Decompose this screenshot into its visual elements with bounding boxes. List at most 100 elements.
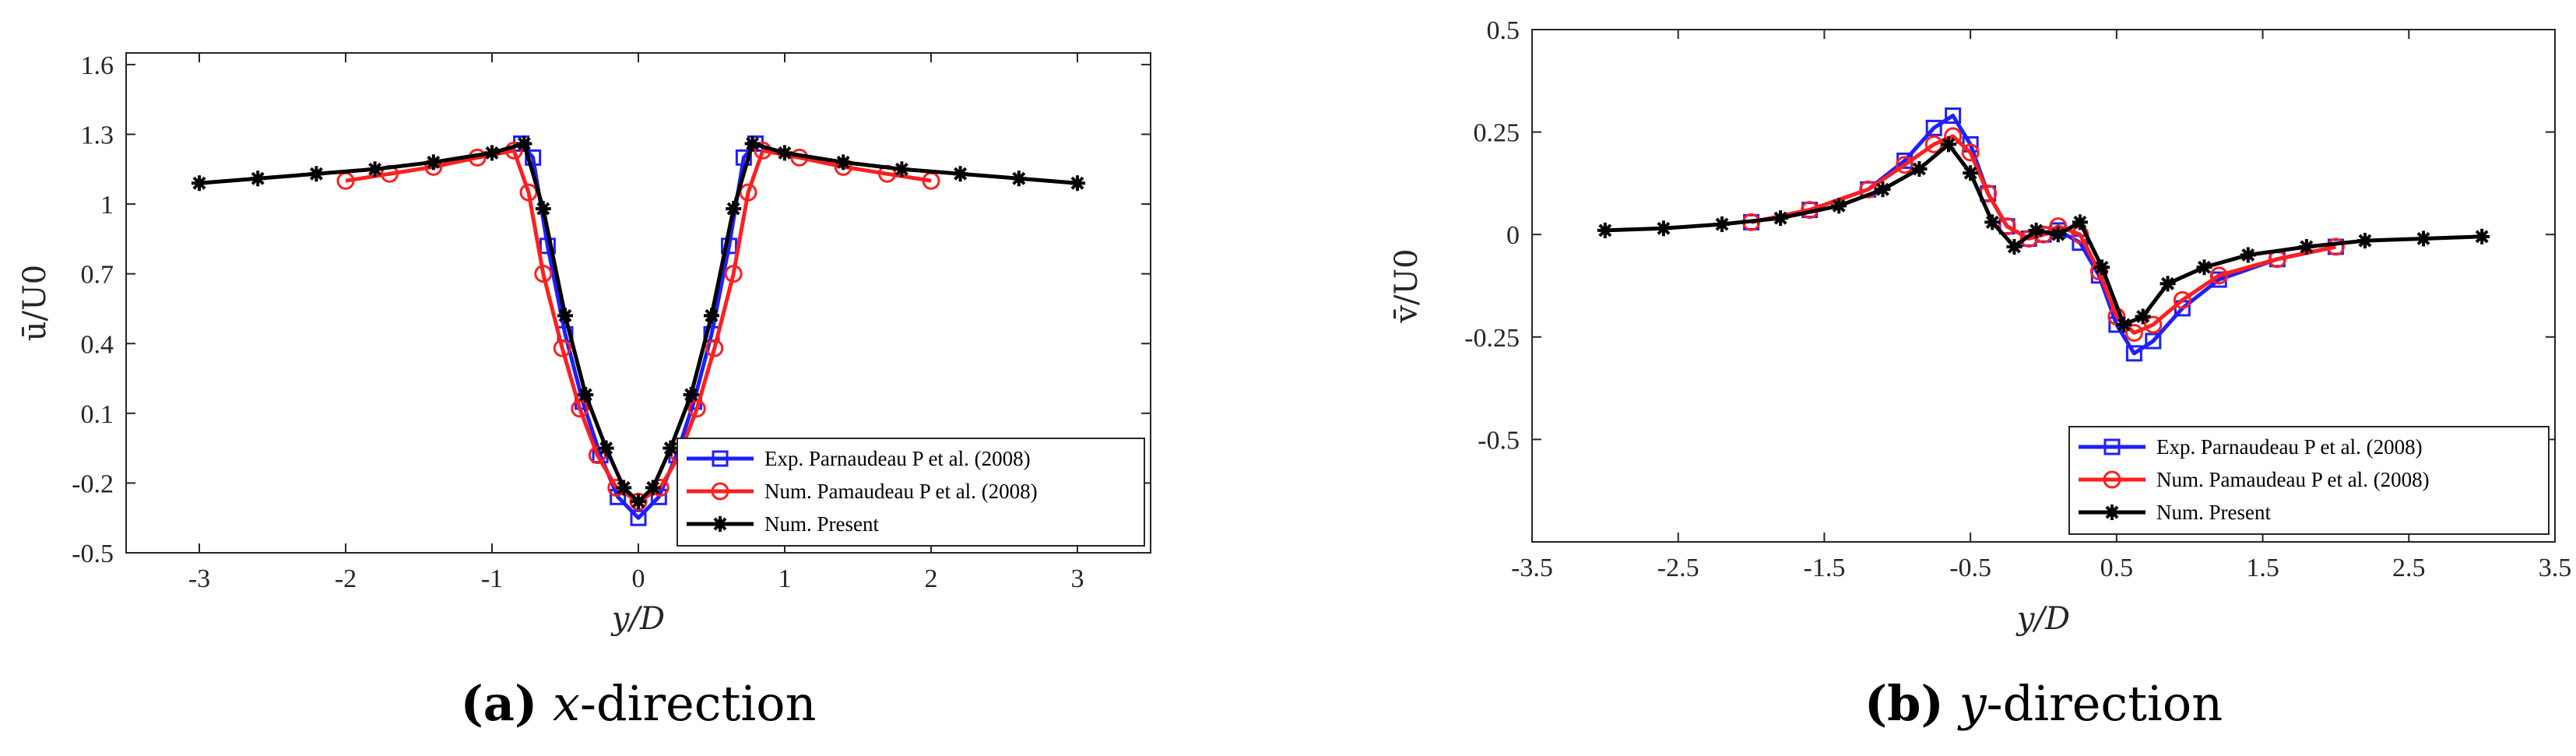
data-point: [2124, 324, 2143, 343]
x-axis-label: y/D: [2015, 601, 2070, 637]
data-point: [616, 480, 632, 496]
caption-b: (b) y-direction: [1864, 675, 2223, 732]
data-point: [1831, 198, 1847, 214]
data-point: [2326, 237, 2345, 256]
legend: Exp. Parnaudeau P et al. (2008) Num. Pama…: [677, 438, 1145, 547]
data-point: [534, 265, 553, 283]
x-tick-label: -0.5: [1949, 554, 1991, 582]
y-tick-label: -0.5: [1478, 426, 1520, 455]
data-point: [2094, 259, 2110, 276]
x-tick-label: 3.5: [2539, 554, 2572, 582]
data-point: [598, 440, 614, 456]
legend-label: Exp. Parnaudeau P et al. (2008): [2156, 435, 2423, 459]
data-point: [1070, 175, 1085, 192]
data-point: [952, 166, 968, 182]
y-tick-label: 0: [1506, 221, 1520, 250]
x-tick-label: -2: [335, 564, 357, 593]
x-tick-label: 0: [632, 564, 645, 593]
data-point: [535, 201, 551, 217]
legend-marker: [2103, 470, 2121, 489]
caption-b-text: -direction: [1987, 675, 2223, 732]
data-point: [724, 265, 743, 283]
y-tick-label: 0.7: [81, 261, 114, 290]
data-point: [1961, 143, 1980, 162]
caption-a-variable: x: [553, 675, 580, 732]
data-point: [557, 308, 573, 324]
caption-a-label: (a): [460, 675, 537, 732]
panel-a-chart: -3 -2 -1 0 1 2 3 -0.5-0.20.10.40.711.31.6 y/D …: [17, 51, 1151, 732]
legend-label: Num. Present: [2156, 501, 2271, 524]
legend-entry: Num. Pamaudeau P et al. (2008): [687, 480, 1038, 503]
data-point: [645, 480, 661, 496]
legend-marker: [712, 516, 728, 532]
data-point: [631, 494, 646, 510]
data-point: [2173, 290, 2191, 309]
data-point: [735, 149, 752, 166]
data-point: [2135, 308, 2151, 325]
data-point: [2209, 266, 2228, 285]
x-tick-label: 1.5: [2246, 554, 2279, 582]
legend: Exp. Parnaudeau P et al. (2008) Num. Pama…: [2068, 426, 2550, 535]
data-point: [192, 175, 207, 192]
data-point: [2240, 247, 2256, 263]
series-group: [1597, 107, 2490, 362]
y-tick-label: 1.6: [81, 51, 114, 80]
data-point: [1940, 136, 1956, 153]
data-point: [1010, 171, 1027, 187]
data-point: [250, 171, 266, 187]
caption-b-space: [1944, 675, 1959, 732]
legend-marker: [2104, 505, 2120, 520]
x-axis-label: y/D: [610, 601, 665, 637]
data-point: [553, 339, 571, 357]
data-point: [2028, 222, 2044, 238]
legend-marker: [712, 450, 729, 467]
y-tick-label: 0.25: [1474, 119, 1520, 148]
data-point: [2416, 230, 2432, 247]
series-line: [519, 142, 757, 520]
series-star: [192, 135, 1085, 510]
data-point: [1896, 156, 1914, 174]
legend-entry: Num. Present: [2079, 501, 2271, 524]
data-point: [1714, 216, 1731, 233]
data-point: [516, 135, 532, 152]
data-point: [2144, 315, 2163, 334]
data-point: [662, 440, 679, 456]
data-point: [630, 509, 647, 526]
data-point: [835, 154, 852, 171]
y-tick-label: -0.2: [72, 469, 114, 498]
data-point: [2160, 276, 2176, 292]
data-point: [739, 183, 757, 202]
data-point: [484, 145, 500, 161]
data-point: [1945, 107, 1962, 125]
caption-b-variable: y: [1957, 675, 1987, 732]
data-point: [777, 145, 792, 161]
data-point: [744, 135, 761, 152]
legend-label: Num. Pamaudeau P et al. (2008): [764, 480, 1038, 503]
data-point: [2145, 332, 2162, 350]
x-ticks: -3 -2 -1 0 1 2 3: [188, 53, 1084, 593]
data-point: [308, 166, 325, 182]
caption-a: (a) x-direction: [460, 675, 816, 732]
y-ticks: -0.5 -0.2 0.1 0.4 0.7 1 1.3 1.6: [72, 51, 1151, 568]
legend-label: Num. Present: [764, 512, 879, 536]
data-point: [2298, 238, 2314, 255]
legend-label: Num. Pamaudeau P et al. (2008): [2156, 468, 2430, 491]
y-axis-label: v̄/U0: [1389, 248, 1425, 323]
data-point: [2006, 238, 2022, 255]
x-tick-label: 2.5: [2392, 554, 2426, 582]
series-line: [1604, 142, 2483, 327]
data-point: [525, 149, 542, 166]
data-point: [2116, 317, 2132, 333]
x-tick-label: 2: [925, 564, 938, 593]
data-point: [1984, 214, 2001, 230]
y-tick-label: 0.5: [1487, 16, 1520, 45]
data-point: [2125, 345, 2142, 362]
x-tick-label: 3: [1071, 564, 1084, 593]
y-tick-label: 0.1: [81, 400, 114, 429]
data-point: [1998, 217, 2016, 236]
data-point: [1911, 160, 1928, 177]
data-point: [367, 161, 383, 178]
legend-entry: Num. Pamaudeau P et al. (2008): [2079, 468, 2430, 491]
legend-marker: [2103, 438, 2121, 455]
